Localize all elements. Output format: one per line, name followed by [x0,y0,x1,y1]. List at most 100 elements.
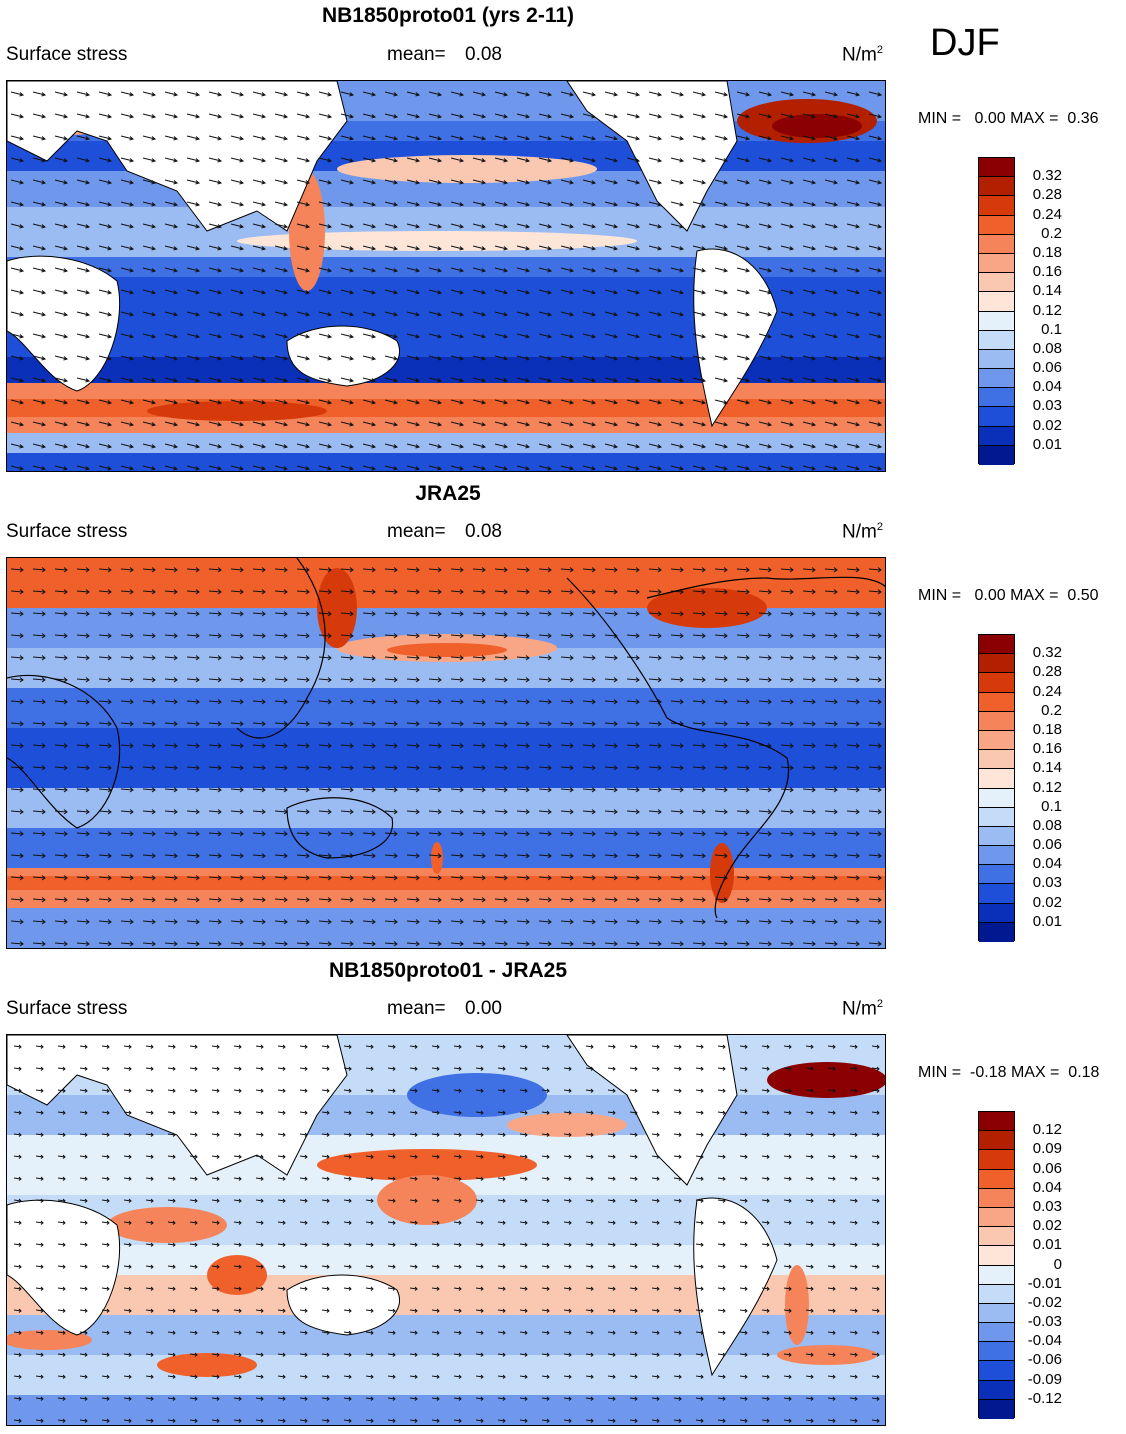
colorbar-tick-label: 0.16 [1032,740,1062,758]
colorbar-swatch [979,635,1014,655]
colorbar-tick-label: 0 [1053,1255,1062,1273]
colorbar-tick-label: 0.12 [1032,301,1062,319]
panel-1-title: NB1850proto01 (yrs 2-11) [321,4,575,27]
colorbar-swatch [979,769,1014,789]
colorbar-tick-label: 0.28 [1032,186,1062,204]
colorbar-tick-label: -0.09 [1027,1370,1062,1388]
panel-2-mean-label: mean= [387,521,446,542]
colorbar-swatch [979,730,1014,751]
colorbar-swatch [979,330,1014,350]
colorbar-swatch [979,407,1014,427]
panel-1-map [6,80,886,472]
panel-3-map [6,1034,886,1426]
colorbar-swatch [979,807,1014,827]
colorbar-swatch [979,884,1014,904]
colorbar-tick-label: 0.03 [1032,874,1062,892]
colorbar-tick-label: -0.12 [1027,1389,1062,1407]
panel-1-min-max: MIN = 0.00 MAX = 0.36 [918,110,1099,127]
colorbar-swatch [979,177,1014,197]
colorbar-tick-label: 0.32 [1032,167,1062,185]
colorbar-swatch [979,445,1014,465]
colorbar-swatch [979,234,1014,254]
colorbar-swatch [979,788,1014,808]
colorbar-swatch [979,1399,1014,1419]
colorbar-swatch [979,1265,1014,1285]
colorbar-tick-label: 0.01 [1032,912,1062,930]
panel-1-mean-label: mean= [387,44,446,65]
colorbar-tick-label: 0.06 [1032,836,1062,854]
panel-2-colorbar [978,634,1015,942]
colorbar-tick-label: 0.24 [1032,205,1062,223]
panel-2-mean-value: 0.08 [465,521,502,542]
panel-3-colorbar [978,1111,1015,1419]
colorbar-swatch [979,750,1014,770]
colorbar-tick-label: -0.04 [1027,1332,1062,1350]
panel-3-mean-value: 0.00 [465,998,502,1019]
colorbar-swatch [979,1246,1014,1266]
panel-2-field-label: Surface stress [6,521,128,542]
colorbar-tick-label: 0.08 [1032,816,1062,834]
colorbar-tick-label: -0.06 [1027,1351,1062,1369]
colorbar-swatch [979,654,1014,674]
colorbar-tick-label: 0.2 [1041,701,1062,719]
panel-3-title: NB1850proto01 - JRA25 [328,959,568,982]
colorbar-swatch [979,253,1014,274]
colorbar-swatch [979,273,1014,293]
colorbar-tick-label: 0.02 [1032,416,1062,434]
colorbar-swatch [979,1342,1014,1362]
panel-1-field-label: Surface stress [6,44,128,65]
colorbar-tick-label: 0.06 [1032,359,1062,377]
colorbar-swatch [979,1303,1014,1324]
colorbar-tick-label: 0.04 [1032,378,1062,396]
season-label: DJF [930,22,1000,64]
colorbar-tick-label: 0.01 [1032,435,1062,453]
colorbar-swatch [979,1361,1014,1381]
colorbar-tick-label: 0.28 [1032,663,1062,681]
colorbar-swatch [979,369,1014,389]
colorbar-swatch [979,388,1014,408]
colorbar-swatch [979,215,1014,235]
colorbar-swatch [979,922,1014,942]
colorbar-tick-label: 0.18 [1032,720,1062,738]
colorbar-swatch [979,711,1014,731]
colorbar-tick-label: 0.14 [1032,282,1062,300]
colorbar-swatch [979,1284,1014,1304]
colorbar-tick-label: -0.01 [1027,1274,1062,1292]
panel-3-min-max: MIN = -0.18 MAX = 0.18 [918,1064,1100,1081]
panel-2-map [6,557,886,949]
colorbar-tick-label: 0.02 [1032,1217,1062,1235]
colorbar-swatch [979,673,1014,693]
colorbar-tick-label: 0.14 [1032,759,1062,777]
colorbar-swatch [979,158,1014,178]
colorbar-swatch [979,196,1014,216]
colorbar-swatch [979,349,1014,370]
colorbar-swatch [979,1169,1014,1189]
colorbar-tick-label: 0.04 [1032,1178,1062,1196]
panel-3-mean-label: mean= [387,998,446,1019]
colorbar-swatch [979,826,1014,847]
colorbar-swatch [979,1112,1014,1132]
colorbar-tick-label: 0.12 [1032,778,1062,796]
colorbar-tick-label: 0.18 [1032,243,1062,261]
colorbar-tick-label: 0.03 [1032,397,1062,415]
colorbar-tick-label: 0.12 [1032,1121,1062,1139]
colorbar-swatch [979,426,1014,446]
panel-1-mean-value: 0.08 [465,44,502,65]
colorbar-swatch [979,311,1014,331]
colorbar-swatch [979,1227,1014,1247]
colorbar-swatch [979,865,1014,885]
panel-3-field-label: Surface stress [6,998,128,1019]
panel-3-units: N/m2 [842,998,883,1020]
panel-1-colorbar [978,157,1015,465]
colorbar-tick-label: 0.02 [1032,893,1062,911]
colorbar-tick-label: 0.09 [1032,1140,1062,1158]
colorbar-swatch [979,1207,1014,1228]
colorbar-swatch [979,1323,1014,1343]
colorbar-tick-label: 0.32 [1032,644,1062,662]
colorbar-tick-label: 0.08 [1032,339,1062,357]
colorbar-swatch [979,1380,1014,1400]
colorbar-tick-label: 0.16 [1032,263,1062,281]
colorbar-swatch [979,1188,1014,1208]
colorbar-swatch [979,903,1014,923]
colorbar-tick-label: 0.2 [1041,224,1062,242]
